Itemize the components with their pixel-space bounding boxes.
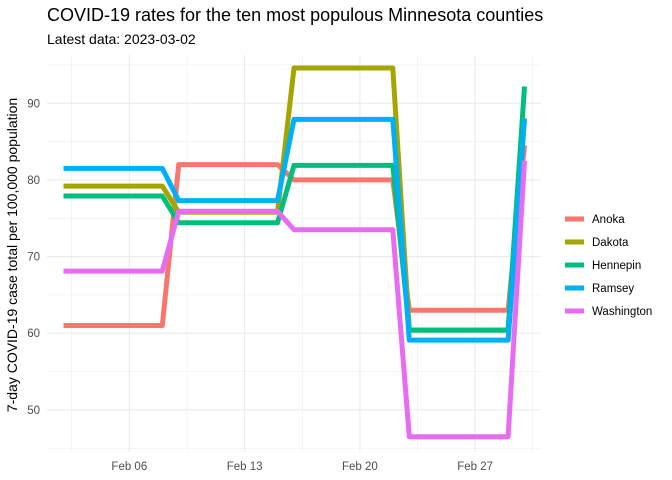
series-line-dakota: [63, 65, 527, 333]
series-line-anoka: [63, 145, 527, 328]
legend: Anoka Dakota Hennepin Ramsey Washington: [565, 214, 652, 318]
gridlines: [47, 55, 541, 452]
y-tick-label: 50: [27, 405, 40, 417]
series-line-washington: [63, 160, 527, 440]
legend-label-dakota: Dakota: [592, 237, 629, 249]
y-tick-label: 60: [27, 328, 40, 340]
x-axis-ticks: Feb 06 Feb 13 Feb 20 Feb 27: [111, 461, 493, 473]
x-tick-label: Feb 20: [342, 461, 378, 473]
x-tick-label: Feb 27: [457, 461, 493, 473]
x-tick-label: Feb 13: [227, 461, 263, 473]
chart-title: COVID-19 rates for the ten most populous…: [47, 5, 543, 25]
series-lines: [63, 65, 527, 440]
y-axis-label: 7-day COVID-19 case total per 100,000 po…: [4, 98, 20, 412]
x-tick-label: Feb 06: [111, 461, 147, 473]
legend-label-hennepin: Hennepin: [592, 260, 641, 272]
y-tick-label: 90: [27, 98, 40, 110]
chart-subtitle: Latest data: 2023-03-02: [47, 31, 196, 47]
y-tick-label: 70: [27, 252, 40, 264]
legend-label-ramsey: Ramsey: [592, 283, 634, 295]
y-tick-label: 80: [27, 175, 40, 187]
legend-label-anoka: Anoka: [592, 214, 625, 226]
legend-label-washington: Washington: [592, 306, 652, 318]
y-axis-ticks: 50 60 70 80 90: [27, 98, 40, 417]
series-line-hennepin: [63, 86, 527, 333]
series-line-ramsey: [63, 116, 527, 343]
